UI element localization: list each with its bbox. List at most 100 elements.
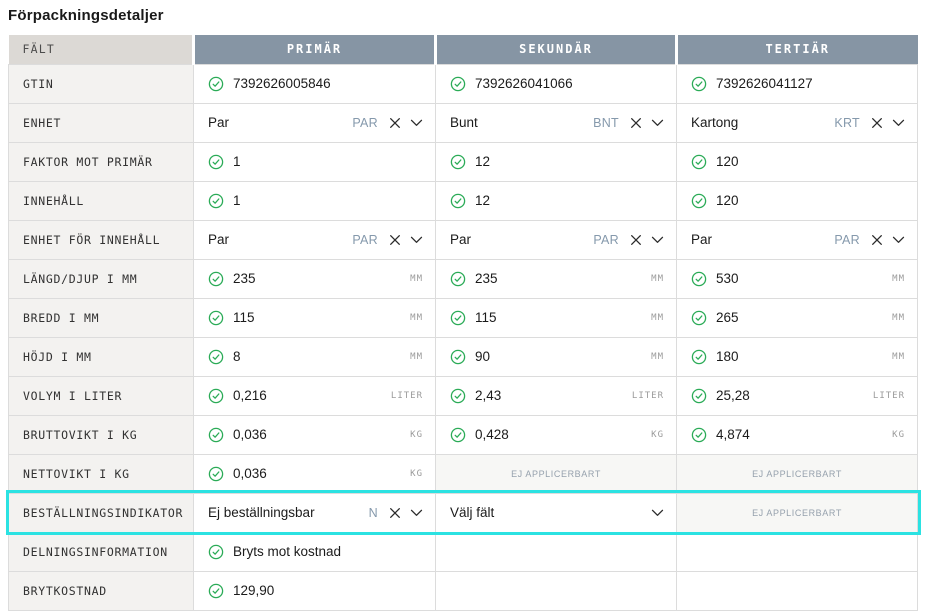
not-applicable-label: EJ APPLICERBART: [752, 507, 842, 518]
check-circle-icon: [691, 271, 707, 287]
verified-value: 180 MM: [677, 338, 917, 376]
clear-x-icon[interactable]: [630, 117, 642, 129]
row-label: DELNINGSINFORMATION: [8, 531, 194, 572]
table-row: ENHET FÖR INNEHÅLL Par PAR Par PAR Par PAR: [8, 219, 918, 260]
check-circle-icon: [691, 427, 707, 443]
value-text: 120: [716, 193, 739, 208]
unit-dropdown[interactable]: Kartong KRT: [677, 104, 917, 142]
verified-value-cell: 120: [676, 180, 918, 221]
table-row: ENHET Par PAR Bunt BNT Kartong KRT: [8, 102, 918, 143]
clear-x-icon[interactable]: [871, 234, 883, 246]
check-circle-icon: [450, 154, 466, 170]
row-label: LÄNGD/DJUP I MM: [8, 258, 194, 299]
unit-label: MM: [410, 312, 423, 323]
value-text: Bryts mot kostnad: [233, 544, 342, 559]
dropdown-code: PAR: [834, 232, 860, 247]
value-text: 0,216: [233, 388, 267, 403]
verified-value: 7392626041066: [436, 65, 676, 103]
row-label: BRYTKOSTNAD: [8, 570, 194, 611]
value-text: 0,036: [233, 466, 267, 481]
value-text: 1: [233, 154, 241, 169]
chevron-down-icon[interactable]: [892, 236, 905, 244]
table-row: HÖJD I MM 8 MM 90 MM 180 MM: [8, 336, 918, 377]
chevron-down-icon[interactable]: [651, 119, 664, 127]
table-row: BREDD I MM 115 MM 115 MM 265 MM: [8, 297, 918, 338]
dropdown-code: PAR: [593, 232, 619, 247]
verified-value: 120: [677, 182, 917, 220]
clear-x-icon[interactable]: [389, 117, 401, 129]
check-circle-icon: [691, 193, 707, 209]
dropdown-value: Bunt: [450, 115, 478, 130]
unit-dropdown-cell[interactable]: Kartong KRT: [676, 102, 918, 143]
clear-x-icon[interactable]: [871, 117, 883, 129]
value-text: 12: [475, 154, 491, 169]
verified-value-cell: 120: [676, 141, 918, 182]
check-circle-icon: [208, 154, 224, 170]
unit-dropdown[interactable]: Par PAR: [677, 221, 917, 259]
clear-x-icon[interactable]: [389, 507, 401, 519]
verified-value-cell: 8 MM: [193, 336, 436, 377]
verified-value-cell: 1: [193, 141, 436, 182]
verified-value-cell: 0,036 KG: [193, 453, 436, 494]
dropdown-code: PAR: [352, 115, 378, 130]
chevron-down-icon[interactable]: [651, 509, 664, 517]
value-text: 115: [475, 310, 497, 325]
table-row: FAKTOR MOT PRIMÄR 1 12 120: [8, 141, 918, 182]
value-text: 7392626041127: [716, 76, 813, 91]
unit-dropdown-cell[interactable]: Par PAR: [193, 219, 436, 260]
unit-dropdown-cell[interactable]: Par PAR: [676, 219, 918, 260]
column-header-sekundar: SEKUNDÄR: [434, 35, 677, 64]
value-text: 8: [233, 349, 241, 364]
unit-dropdown[interactable]: Bunt BNT: [436, 104, 676, 142]
row-label: INNEHÅLL: [8, 180, 194, 221]
unit-dropdown[interactable]: Par PAR: [194, 221, 435, 259]
unit-label: KG: [651, 429, 664, 440]
verified-value-cell: 7392626041127: [676, 63, 918, 104]
unit-label: MM: [410, 351, 423, 362]
unit-label: LITER: [872, 390, 905, 401]
chevron-down-icon[interactable]: [892, 119, 905, 127]
verified-value: 4,874 KG: [677, 416, 917, 454]
dropdown-code: PAR: [352, 232, 378, 247]
unit-dropdown[interactable]: Ej beställningsbar N: [194, 494, 435, 532]
chevron-down-icon[interactable]: [410, 509, 423, 517]
column-header-primar: PRIMÄR: [192, 35, 436, 64]
unit-dropdown-cell[interactable]: Bunt BNT: [435, 102, 677, 143]
not-applicable-label: EJ APPLICERBART: [511, 468, 601, 479]
chevron-down-icon[interactable]: [410, 236, 423, 244]
row-label: GTIN: [8, 63, 194, 104]
value-text: 180: [716, 349, 739, 364]
chevron-down-icon[interactable]: [410, 119, 423, 127]
check-circle-icon: [691, 310, 707, 326]
value-text: 25,28: [716, 388, 750, 403]
verified-value-cell: 7392626041066: [435, 63, 677, 104]
select-field-dropdown-cell[interactable]: Välj fält: [435, 492, 677, 533]
table-row: BRUTTOVIKT I KG 0,036 KG 0,428 KG 4,874 KG: [8, 414, 918, 455]
unit-dropdown[interactable]: Par PAR: [194, 104, 435, 142]
unit-dropdown-cell[interactable]: Ej beställningsbar N: [193, 492, 436, 533]
chevron-down-icon[interactable]: [651, 236, 664, 244]
unit-dropdown-cell[interactable]: Par PAR: [193, 102, 436, 143]
verified-value-cell: 7392626005846: [193, 63, 436, 104]
verified-value: 120: [677, 143, 917, 181]
unit-dropdown-cell[interactable]: Par PAR: [435, 219, 677, 260]
column-header-falt: FÄLT: [8, 35, 194, 64]
row-label: BRUTTOVIKT I KG: [8, 414, 194, 455]
verified-value: 0,036 KG: [194, 455, 435, 493]
clear-x-icon[interactable]: [630, 234, 642, 246]
verified-value-cell: 4,874 KG: [676, 414, 918, 455]
value-text: 265: [716, 310, 739, 325]
dropdown-placeholder: Välj fält: [450, 505, 495, 520]
row-label: NETTOVIKT I KG: [8, 453, 194, 494]
verified-value: 1: [194, 182, 435, 220]
dropdown-code: BNT: [593, 115, 619, 130]
unit-label: KG: [892, 429, 905, 440]
table-row: DELNINGSINFORMATION Bryts mot kostnad: [8, 531, 918, 572]
value-text: 12: [475, 193, 491, 208]
verified-value-cell: 115 MM: [435, 297, 677, 338]
unit-dropdown[interactable]: Par PAR: [436, 221, 676, 259]
clear-x-icon[interactable]: [389, 234, 401, 246]
verified-value: 530 MM: [677, 260, 917, 298]
check-circle-icon: [208, 427, 224, 443]
select-field-dropdown[interactable]: Välj fält: [436, 494, 676, 532]
